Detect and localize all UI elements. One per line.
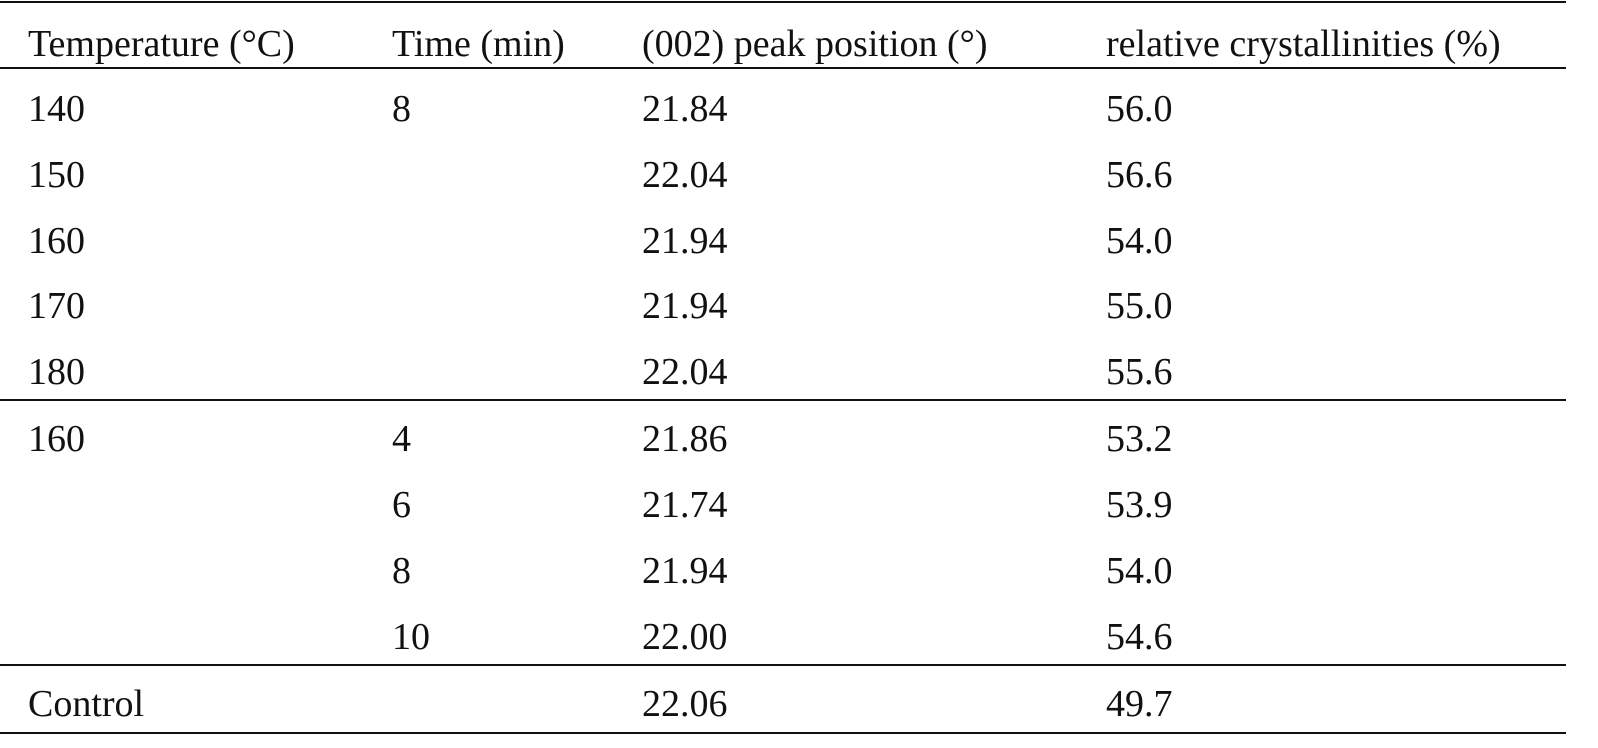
table-cell: 22.04 [642,154,728,196]
group-rule [0,664,1566,666]
table-cell: 54.0 [1106,220,1173,262]
table-cell: 55.6 [1106,351,1173,393]
table-cell: 22.04 [642,351,728,393]
table-cell: 8 [392,88,411,130]
header-cell: Temperature (°C) [28,23,295,65]
table-cell: 140 [28,88,85,130]
table-cell: 55.0 [1106,285,1173,327]
table-cell: 22.06 [642,683,728,725]
table-cell: 22.00 [642,616,728,658]
table-cell: 160 [28,418,85,460]
table-cell: 56.6 [1106,154,1173,196]
table-cell: 56.0 [1106,88,1173,130]
group-rule [0,399,1566,401]
table-cell: 21.94 [642,220,728,262]
table-cell: 21.84 [642,88,728,130]
table-cell: Control [28,683,145,725]
bottom-rule [0,732,1566,734]
table-cell: 8 [392,550,411,592]
table-cell: 160 [28,220,85,262]
table-cell: 21.94 [642,285,728,327]
top-rule [0,1,1566,3]
header-cell: (002) peak position (°) [642,23,988,65]
table-cell: 21.86 [642,418,728,460]
table-cell: 54.6 [1106,616,1173,658]
table-cell: 49.7 [1106,683,1173,725]
header-cell: relative crystallinities (%) [1106,23,1501,65]
table-cell: 53.9 [1106,484,1173,526]
header-cell: Time (min) [392,23,565,65]
table-cell: 21.94 [642,550,728,592]
table-cell: 53.2 [1106,418,1173,460]
header-rule [0,67,1566,69]
table-cell: 6 [392,484,411,526]
table-cell: 21.74 [642,484,728,526]
table-cell: 150 [28,154,85,196]
table-cell: 4 [392,418,411,460]
table-cell: 170 [28,285,85,327]
table-cell: 54.0 [1106,550,1173,592]
table-cell: 180 [28,351,85,393]
table-cell: 10 [392,616,430,658]
